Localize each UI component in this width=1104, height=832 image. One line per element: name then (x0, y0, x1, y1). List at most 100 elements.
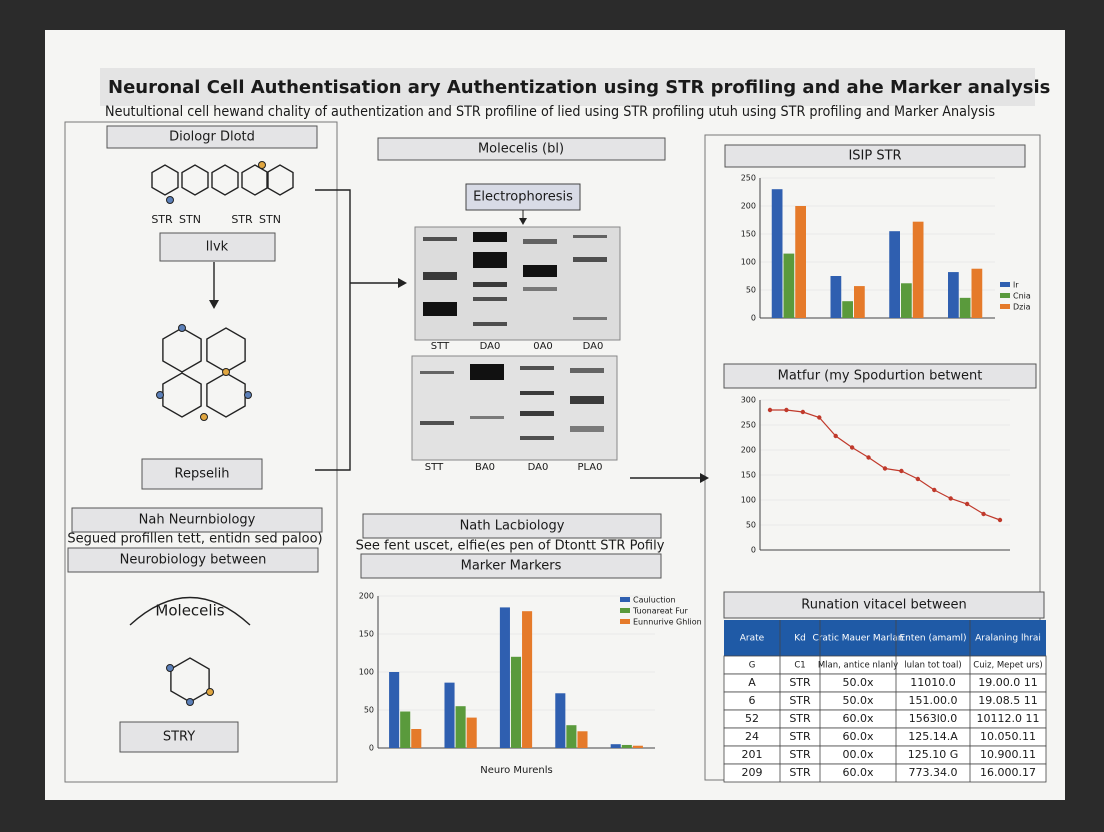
box-label: Repselih (175, 467, 230, 482)
gel-label: DA0 (583, 341, 604, 352)
bar (411, 729, 422, 748)
gel-band (520, 411, 554, 416)
table-cell: STR (789, 676, 811, 689)
box-label: Marker Markers (461, 559, 562, 574)
gel-band (470, 364, 504, 380)
y-tick-label: 0 (751, 314, 756, 323)
bar (842, 301, 853, 318)
y-tick-label: 200 (741, 446, 756, 455)
legend-label: Cnia (1013, 292, 1031, 301)
bar (621, 744, 632, 748)
gel-band (423, 237, 457, 241)
point (981, 511, 986, 517)
bar (510, 656, 522, 748)
y-tick-label: 250 (741, 174, 756, 183)
atom (166, 664, 174, 672)
bar (400, 711, 411, 748)
box (106, 125, 318, 149)
gel-band (473, 322, 507, 326)
table-cell: STR (789, 766, 811, 779)
table-cell: A (748, 676, 756, 689)
bar (444, 682, 455, 748)
y-tick-label: 150 (359, 630, 374, 639)
gel-band (473, 282, 507, 287)
table-cell: Mlan, antice nlanly (818, 661, 898, 671)
table-cell: 60.0x (842, 766, 873, 779)
table-cell: 19.00.0 11 (978, 676, 1037, 689)
table-cell: 773.34.0 (909, 766, 958, 779)
table-cell: 11010.0 (910, 676, 956, 689)
y-tick-label: 100 (741, 496, 756, 505)
arc (129, 596, 251, 626)
gel-band (523, 287, 557, 291)
table-cell: 10112.0 11 (977, 712, 1040, 725)
gel-label: STT (425, 462, 444, 473)
table-cell: 125.10 G (908, 748, 959, 761)
table-cell: 16.000.17 (980, 766, 1036, 779)
y-tick-label: 200 (741, 202, 756, 211)
box (377, 137, 666, 161)
legend-label: Cauluction (633, 596, 676, 605)
table-cell: C1 (794, 661, 805, 671)
y-tick-label: 200 (359, 592, 374, 601)
atom (258, 161, 266, 169)
bracket (315, 189, 351, 471)
bar (555, 693, 566, 748)
arrow-head (700, 473, 709, 483)
gel-band (520, 366, 554, 370)
table-cell: G (749, 661, 756, 671)
point (948, 496, 953, 501)
atom (244, 391, 252, 399)
bar (912, 221, 924, 318)
table-cell: 00.0x (842, 748, 873, 761)
box-label: Molecelis (bl) (478, 142, 564, 157)
table-cell: 24 (745, 730, 759, 743)
gel-band (570, 368, 604, 373)
box (465, 183, 581, 211)
y-tick-label: 100 (741, 258, 756, 267)
bar (771, 189, 783, 318)
gel-label: DA0 (480, 341, 501, 352)
note: Segued profillen tett, entidn sed paloo) (67, 532, 322, 547)
legend-label: lr (1013, 281, 1019, 290)
table-header: Cratic Mauer Marlan (812, 634, 903, 644)
table-cell: STR (789, 694, 811, 707)
table-cell: 50.0x (842, 676, 873, 689)
table-header-bg (724, 620, 1046, 656)
legend-label: Eunnurive Ghlion (633, 618, 702, 627)
atom (206, 688, 214, 696)
y-tick-label: 150 (741, 230, 756, 239)
y-tick-label: 100 (359, 668, 374, 677)
box (67, 547, 319, 573)
legend-label: Dzia (1013, 303, 1031, 312)
y-tick-label: 50 (746, 286, 756, 295)
gel-band (423, 272, 457, 280)
ring (162, 327, 202, 373)
arrow-head (519, 218, 527, 225)
label: STR (231, 213, 253, 226)
bar (795, 206, 806, 318)
box (159, 232, 276, 262)
gel-band (523, 265, 557, 277)
atom (156, 391, 164, 399)
title: Neuronal Cell Authentisation ary Authent… (108, 77, 1050, 98)
box-label: Nath Lacbiology (460, 519, 565, 534)
left-panel (64, 121, 338, 783)
atom (222, 368, 230, 376)
box (724, 144, 1026, 168)
title-bar (100, 68, 1035, 106)
point (817, 415, 822, 420)
y-tick-label: 150 (741, 471, 756, 480)
table-cell: Cuiz, Mepet urs) (973, 661, 1042, 671)
bar (566, 725, 577, 748)
bar (948, 272, 959, 318)
legend-swatch (1000, 282, 1010, 287)
table-cell: 60.0x (842, 712, 873, 725)
atom (200, 413, 208, 421)
gel-band (473, 252, 507, 268)
table-cell: 209 (742, 766, 763, 779)
atom (178, 324, 186, 332)
box-label: Matfur (my Spodurtion betwent (778, 369, 983, 384)
gel-band (570, 426, 604, 432)
